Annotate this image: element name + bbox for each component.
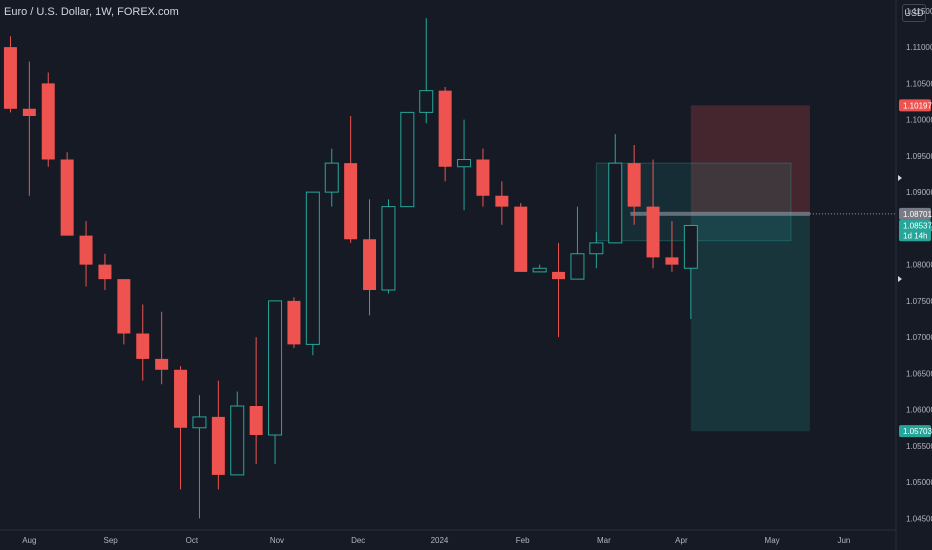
price-tick-label: 1.04500 (906, 514, 932, 523)
candle-body (646, 206, 660, 258)
currency-button[interactable]: USD (902, 4, 926, 22)
candle-body (514, 206, 528, 272)
candle-body (552, 271, 566, 280)
candle-body (438, 90, 452, 167)
candle-body (136, 333, 150, 359)
candle-body (60, 159, 74, 236)
candle-body (249, 406, 263, 436)
price-tick-label: 1.07000 (906, 333, 932, 342)
time-tick-label: Oct (186, 536, 199, 545)
candle-body (683, 224, 698, 269)
candle-body (268, 300, 283, 436)
take-profit-zone[interactable] (690, 213, 810, 432)
candle-body (3, 47, 17, 109)
time-tick-label: Jun (837, 536, 850, 545)
candle-body (532, 267, 547, 273)
candle-body (495, 195, 509, 207)
candle-body (211, 416, 225, 475)
time-tick-label: May (765, 536, 780, 545)
time-tick-label: Mar (597, 536, 611, 545)
price-badge (899, 229, 931, 242)
price-tick-label: 1.09500 (906, 152, 932, 161)
time-tick-label: 2024 (431, 536, 449, 545)
marker-arrow-icon[interactable] (898, 276, 902, 282)
price-tick-label: 1.11000 (906, 43, 932, 52)
candle-body (400, 111, 415, 208)
price-badge (899, 99, 931, 112)
candle-body (174, 369, 188, 428)
time-tick-label: Aug (22, 536, 36, 545)
candle-body (98, 264, 112, 280)
candle-body (192, 416, 207, 429)
price-tick-label: 1.08000 (906, 261, 932, 270)
price-tick-label: 1.05500 (906, 442, 932, 451)
time-tick-label: Feb (516, 536, 530, 545)
price-badge (899, 207, 931, 220)
time-tick-label: Nov (270, 536, 284, 545)
candle-body (419, 90, 434, 113)
candle-body (608, 162, 623, 244)
price-tick-label: 1.10500 (906, 79, 932, 88)
candle-body (589, 242, 604, 255)
price-tick-label: 1.07500 (906, 297, 932, 306)
chart-title: Euro / U.S. Dollar, 1W, FOREX.com (4, 6, 179, 18)
price-tick-label: 1.10000 (906, 116, 932, 125)
price-badge-label: 1d 14h (903, 231, 927, 240)
marker-arrow-icon[interactable] (898, 175, 902, 181)
candle-body (324, 162, 339, 193)
candle-body (363, 239, 377, 291)
candle-body (381, 206, 396, 291)
price-tick-label: 1.06000 (906, 406, 932, 415)
price-tick-label: 1.11500 (906, 7, 932, 16)
entry-line (630, 211, 810, 216)
candle-body (41, 83, 55, 160)
candle-body (627, 163, 641, 207)
time-tick-label: Dec (351, 536, 365, 545)
price-tick-label: 1.05000 (906, 478, 932, 487)
price-badge-label: 1.08701 (903, 210, 932, 219)
price-badge (899, 425, 931, 438)
candle-body (117, 279, 131, 334)
price-badge-label: 1.08537 (903, 222, 932, 231)
time-tick-label: Apr (675, 536, 688, 545)
price-tick-label: 1.06500 (906, 369, 932, 378)
candle-body (22, 108, 36, 117)
time-tick-label: Sep (104, 536, 119, 545)
price-badge (899, 219, 931, 232)
candle-body (570, 253, 585, 280)
stop-loss-zone[interactable] (690, 105, 810, 214)
candle-body (305, 191, 320, 345)
candle-body (155, 358, 169, 370)
candle-body (287, 300, 301, 345)
candle-body (230, 405, 245, 476)
candle-body (79, 235, 93, 265)
candle-body (344, 163, 358, 240)
candle-body (457, 159, 472, 168)
candle-body (665, 257, 679, 265)
price-badge-label: 1.10197 (903, 101, 932, 110)
candle-body (476, 159, 490, 196)
price-badge-label: 1.05703 (903, 427, 932, 436)
price-tick-label: 1.09000 (906, 188, 932, 197)
